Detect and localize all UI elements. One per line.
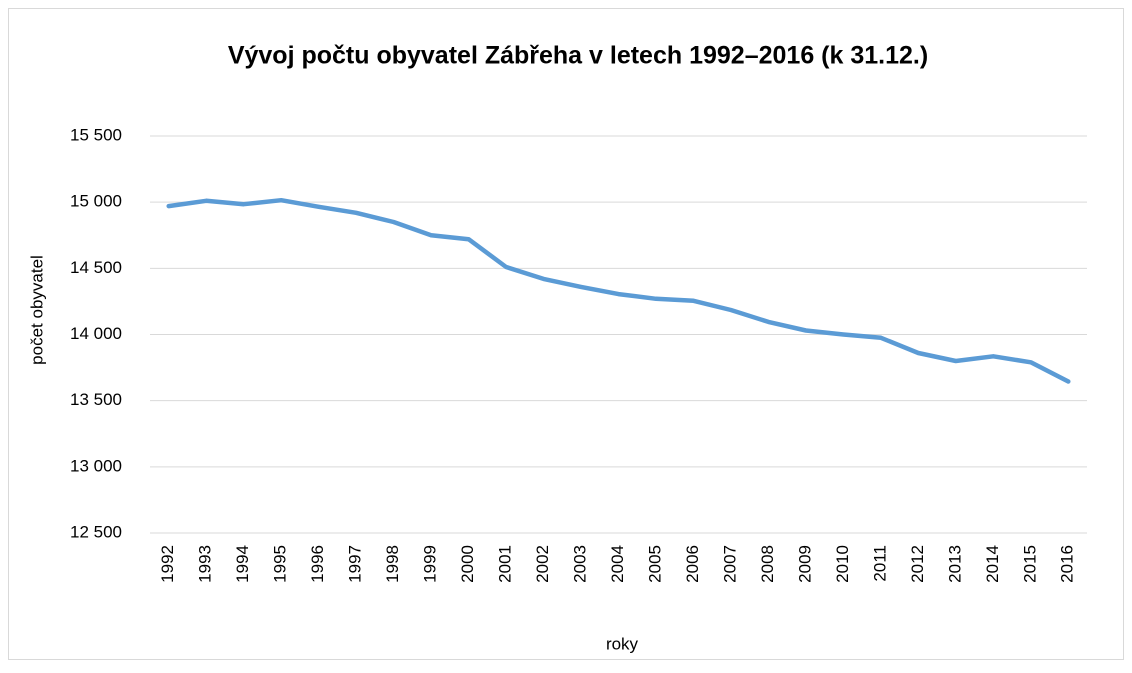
x-tick-label: 2014 (983, 545, 1002, 583)
y-tick-label: 13 000 (70, 456, 122, 475)
chart-title: Vývoj počtu obyvatel Zábřeha v letech 19… (228, 42, 928, 70)
x-tick-label: 2001 (496, 545, 515, 583)
x-tick-label: 1994 (233, 545, 252, 583)
y-tick-label: 15 000 (70, 192, 122, 211)
y-axis-label: počet obyvatel (27, 255, 46, 365)
line-series (166, 197, 1071, 384)
x-tick-label: 1992 (158, 545, 177, 583)
x-tick-label: 2005 (645, 545, 664, 583)
y-tick-label: 14 500 (70, 258, 122, 277)
x-tick-label: 2008 (758, 545, 777, 583)
y-tick-label: 13 500 (70, 390, 122, 409)
x-axis-label: roky (606, 634, 639, 653)
x-tick-label: 2004 (608, 545, 627, 583)
x-tick-label: 2010 (833, 545, 852, 583)
x-tick-label: 2006 (683, 545, 702, 583)
y-tick-label: 12 500 (70, 522, 122, 541)
y-tick-label: 15 500 (70, 125, 122, 144)
x-tick-label: 2009 (795, 545, 814, 583)
x-tick-label: 2000 (458, 545, 477, 583)
x-tick-label: 1993 (196, 545, 215, 583)
x-tick-label: 2007 (720, 545, 739, 583)
x-tick-label: 1998 (383, 545, 402, 583)
x-tick-label: 2012 (908, 545, 927, 583)
x-tick-label: 2011 (870, 545, 889, 582)
x-tick-label: 2013 (945, 545, 964, 583)
x-tick-label: 1997 (346, 545, 365, 583)
x-tick-label: 1995 (271, 545, 290, 583)
x-tick-label: 2003 (571, 545, 590, 583)
y-tick-label: 14 000 (70, 324, 122, 343)
x-tick-label: 2015 (1020, 545, 1039, 583)
x-tick-label: 1996 (308, 545, 327, 583)
x-tick-label: 1999 (421, 545, 440, 583)
x-tick-label: 2002 (533, 545, 552, 583)
x-tick-label: 2016 (1058, 545, 1077, 583)
